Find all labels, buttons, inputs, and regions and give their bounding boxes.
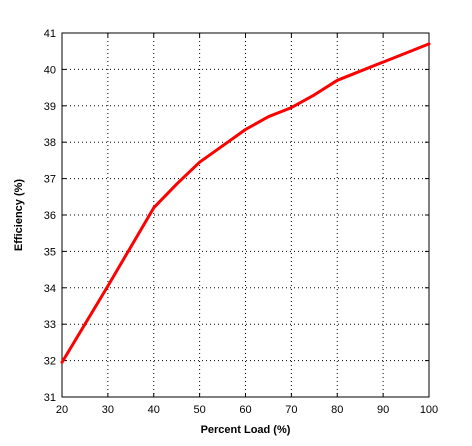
y-tick-label: 39 (44, 101, 56, 113)
series-layer (60, 42, 431, 364)
y-tick-label: 40 (44, 64, 56, 76)
y-tick-label: 41 (44, 28, 56, 40)
x-tick-label: 90 (377, 404, 389, 416)
x-tick-label: 40 (148, 404, 160, 416)
series-line (60, 42, 431, 364)
x-tick-label: 60 (239, 404, 251, 416)
y-axis-label: Efficiency (%) (13, 179, 25, 251)
y-tick-label: 37 (44, 174, 56, 186)
plot-area-frame (61, 32, 430, 398)
y-tick-label: 31 (44, 392, 56, 404)
y-tick-label: 33 (44, 319, 56, 331)
y-tick-label: 35 (44, 246, 56, 258)
axis-ticks (61, 32, 430, 398)
y-tick-label: 32 (44, 356, 56, 368)
grid (62, 33, 429, 397)
x-tick-label: 70 (285, 404, 297, 416)
y-tick-label: 34 (44, 283, 56, 295)
y-tick-label: 36 (44, 210, 56, 222)
x-tick-label: 80 (331, 404, 343, 416)
x-axis-label: Percent Load (%) (201, 424, 291, 436)
x-tick-label: 30 (102, 404, 114, 416)
tick-labels: 20 30 40 50 60 70 80 90 100 31 32 33 34 35 36 37 38 39 40 4… (44, 28, 438, 416)
y-tick-label: 38 (44, 137, 56, 149)
x-tick-label: 20 (56, 404, 68, 416)
x-tick-label: 50 (194, 404, 206, 416)
x-tick-label: 100 (420, 404, 438, 416)
